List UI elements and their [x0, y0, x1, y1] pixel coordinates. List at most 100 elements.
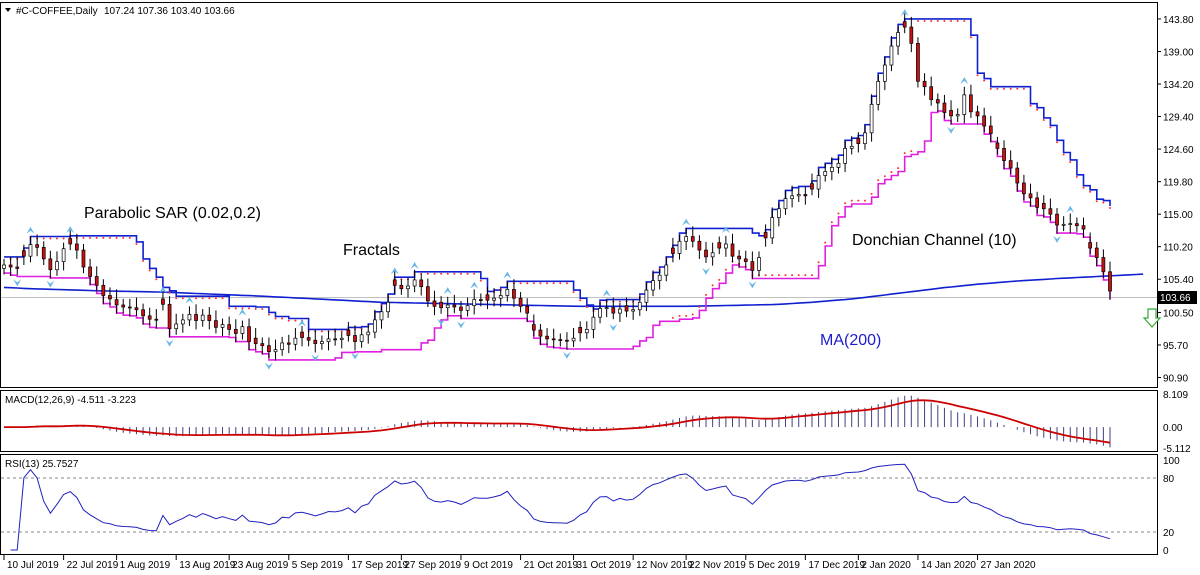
bear-candle — [1041, 202, 1046, 210]
bear-candle — [35, 244, 39, 248]
fractal-up-arrow — [602, 289, 611, 297]
macd-label: MACD(12,26,9) -4.511 -3.223 — [5, 395, 136, 406]
annotation-ma: MA(200) — [820, 332, 881, 349]
sar-dot — [102, 236, 105, 239]
sar-dot — [254, 308, 257, 311]
bear-candle — [233, 329, 238, 334]
bull-candle — [757, 257, 761, 271]
sar-dot — [274, 317, 277, 320]
bull-candle — [373, 319, 377, 333]
bear-candle — [922, 80, 927, 88]
bull-candle — [598, 308, 602, 318]
fractal-up-arrow — [721, 226, 730, 234]
fractal-up-arrow — [390, 267, 399, 275]
bear-candle — [916, 42, 920, 82]
rsi-y-tick-label: 80 — [1163, 474, 1175, 485]
bull-candle — [1061, 223, 1066, 226]
bull-candle — [220, 324, 225, 328]
bear-candle — [108, 295, 112, 300]
bull-candle — [955, 114, 960, 117]
bear-candle — [949, 110, 953, 117]
sar-dot — [897, 167, 900, 170]
bear-candle — [419, 279, 424, 288]
bull-candle — [1068, 223, 1073, 225]
bear-candle — [333, 338, 337, 341]
sar-dot — [559, 282, 562, 285]
sar-dot — [446, 272, 449, 275]
sar-dot — [552, 282, 555, 285]
bear-candle — [1101, 257, 1106, 273]
sar-dot — [1095, 200, 1098, 203]
bear-candle — [353, 335, 357, 342]
bear-candle — [545, 335, 549, 340]
bear-candle — [611, 307, 616, 314]
sar-dot — [128, 236, 131, 239]
sar-dot — [181, 297, 184, 300]
bear-candle — [1108, 271, 1112, 292]
sar-dot — [777, 274, 780, 277]
x-tick-label: 5 Sep 2019 — [292, 560, 344, 571]
donchian-upper-line — [4, 18, 1111, 331]
macd-y-tick-label: -5.112 — [1163, 444, 1191, 455]
fractal-up-arrow — [185, 296, 194, 304]
bull-candle — [896, 32, 900, 47]
x-tick-label: 17 Sep 2019 — [351, 560, 408, 571]
bull-candle — [962, 94, 967, 115]
bear-candle — [717, 242, 722, 249]
sar-dot — [261, 308, 264, 311]
sar-dot — [42, 237, 45, 240]
candles-group — [2, 13, 1112, 361]
sar-dot — [969, 36, 972, 39]
sar-dot — [1049, 126, 1052, 129]
bear-candle — [704, 249, 708, 258]
bear-candle — [1048, 208, 1053, 215]
bull-candle — [326, 338, 331, 342]
bull-candle — [889, 45, 894, 66]
bull-candle — [604, 307, 609, 310]
sar-dot — [281, 317, 284, 320]
macd-panel-frame — [0, 390, 1158, 452]
sar-dot — [287, 319, 290, 322]
bear-candle — [101, 284, 106, 296]
macd-group: 8.109 0.00 -5.112 — [4, 390, 1191, 455]
bull-candle — [366, 331, 371, 336]
sar-dot — [678, 314, 681, 317]
bear-candle — [114, 299, 119, 306]
bull-candle — [472, 299, 477, 307]
sar-dot — [142, 259, 145, 262]
fractal-up-arrow — [682, 218, 691, 226]
dropdown-triangle-icon[interactable] — [5, 8, 11, 12]
bear-candle — [810, 183, 814, 190]
bear-candle — [730, 243, 735, 257]
sar-dot — [1056, 141, 1059, 144]
fractal-down-arrow — [46, 280, 55, 288]
current-price-label: 103.66 — [1160, 293, 1191, 304]
sar-dot — [320, 330, 323, 333]
bull-candle — [657, 274, 662, 281]
bear-candle — [161, 298, 165, 305]
macd-signal-line — [4, 399, 1111, 444]
bear-candle — [485, 294, 490, 301]
fractal-down-arrow — [1053, 235, 1062, 243]
bull-candle — [710, 252, 715, 258]
sar-dot — [267, 313, 270, 316]
bear-candle — [743, 258, 748, 262]
sar-dot — [1016, 87, 1019, 90]
bear-candle — [147, 315, 152, 320]
bull-candle — [240, 326, 245, 334]
bear-candle — [902, 21, 907, 28]
sar-dot — [705, 293, 708, 296]
macd-y-tick-label: 8.109 — [1163, 390, 1188, 401]
bull-candle — [174, 323, 179, 330]
bull-candle — [180, 319, 185, 325]
bull-candle — [651, 280, 655, 291]
bear-candle — [267, 345, 271, 353]
bear-candle — [81, 249, 86, 268]
sar-dot — [923, 19, 926, 22]
sar-dot — [479, 279, 482, 282]
bear-candle — [214, 320, 218, 328]
bull-candle — [386, 301, 390, 313]
bull-candle — [644, 289, 649, 303]
bull-candle — [28, 244, 33, 257]
